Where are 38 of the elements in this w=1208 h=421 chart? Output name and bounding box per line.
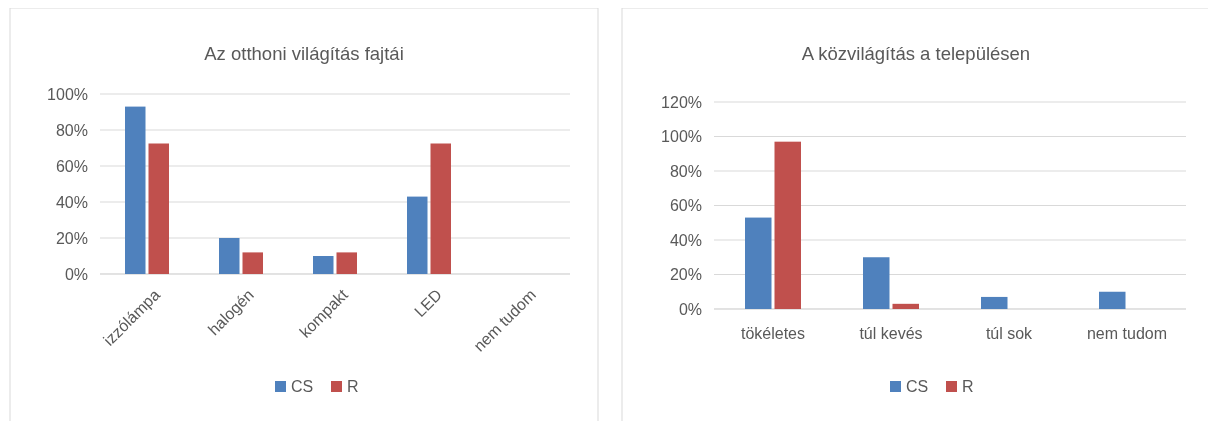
x-tick-label: LED: [411, 286, 446, 321]
bar: [774, 141, 801, 309]
bar: [407, 196, 428, 274]
bar: [892, 303, 919, 309]
chart-title: Az otthoni világítás fajtái: [204, 43, 404, 64]
y-tick-label: 60%: [669, 197, 702, 215]
y-tick-label: 100%: [47, 85, 88, 103]
y-tick-label: 80%: [55, 121, 88, 139]
chart-title: A közvilágítás a településen: [801, 43, 1031, 64]
legend-label: R: [347, 378, 359, 395]
y-tick-label: 100%: [661, 128, 702, 146]
bar: [745, 217, 772, 309]
x-tick-label: nem tudom: [1086, 325, 1168, 342]
legend-label: CS: [906, 378, 929, 395]
bar: [336, 252, 357, 274]
y-tick-label: 40%: [55, 193, 88, 211]
y-tick-label: 60%: [55, 157, 88, 175]
bar: [148, 143, 169, 274]
bar: [1099, 291, 1126, 309]
x-tick-label: túl sok: [985, 325, 1034, 342]
y-tick-label: 0%: [64, 265, 88, 283]
bar: [242, 252, 263, 274]
legend-label: CS: [291, 378, 314, 395]
bar: [863, 257, 890, 309]
y-tick-label: 40%: [669, 231, 702, 249]
y-tick-label: 0%: [678, 300, 702, 318]
bar: [219, 238, 240, 274]
x-tick-label: túl kevés: [859, 325, 923, 342]
legend-label: R: [962, 378, 974, 395]
y-tick-label: 20%: [669, 266, 702, 284]
y-tick-label: 80%: [669, 162, 702, 180]
bar: [430, 143, 451, 274]
bar: [313, 256, 334, 274]
y-tick-label: 120%: [661, 93, 702, 111]
y-tick-label: 20%: [55, 229, 88, 247]
bar: [981, 296, 1008, 309]
bar: [125, 106, 146, 274]
x-tick-label: tökéletes: [740, 325, 806, 342]
